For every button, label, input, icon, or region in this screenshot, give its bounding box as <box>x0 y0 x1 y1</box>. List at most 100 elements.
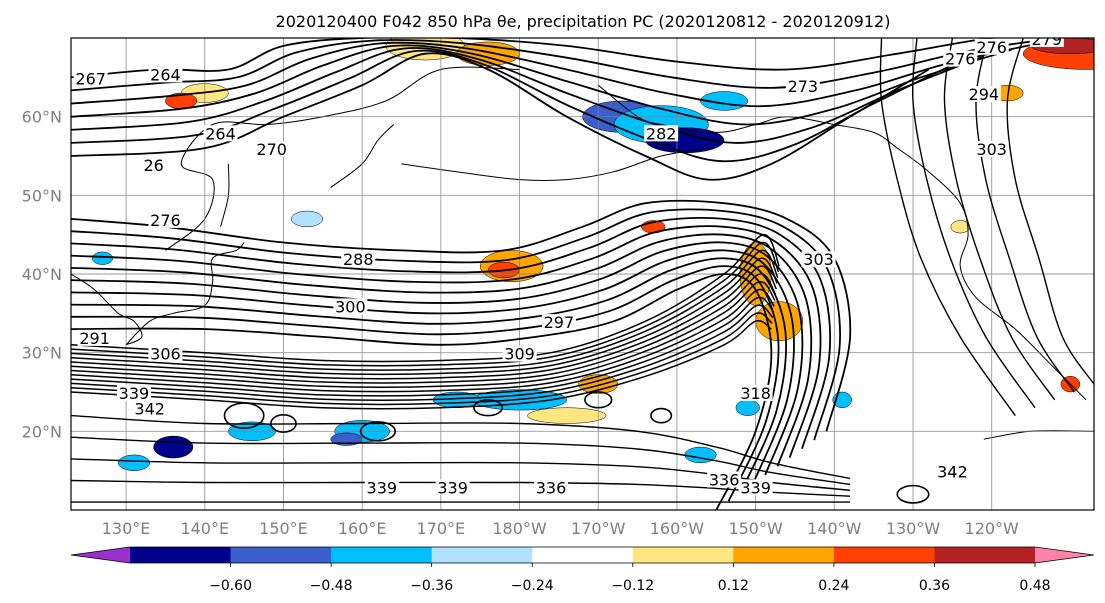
contour-label-bg <box>738 384 773 401</box>
colorbar-tick-label: −0.24 <box>511 578 554 594</box>
x-tick-label: 170°W <box>571 519 626 538</box>
colorbar-segment <box>733 547 835 563</box>
contour-jet <box>71 265 778 380</box>
contour-east <box>879 38 1016 417</box>
colorbar-tick-label: −0.36 <box>410 578 453 594</box>
contour-label: 318 <box>740 384 771 403</box>
contour-label: 267 <box>75 69 106 88</box>
contour-mid <box>71 273 773 510</box>
colorbar-segment <box>130 547 232 563</box>
contour-label: 342 <box>134 400 165 419</box>
contour-north <box>71 41 1040 108</box>
x-tick-label: 140°W <box>807 519 862 538</box>
y-tick-label: 50°N <box>22 186 62 205</box>
contour-label: 342 <box>937 463 968 482</box>
contour-mid <box>71 208 841 441</box>
contour-closed-3 <box>473 399 504 417</box>
contour-jet <box>71 273 777 384</box>
contour-label: 264 <box>205 124 236 143</box>
contour-north <box>71 52 930 181</box>
contour-label-bg <box>935 463 970 480</box>
contour-mid <box>71 249 795 485</box>
contour-label-bg <box>801 251 836 268</box>
contour-label-bg <box>132 400 167 417</box>
contour-mid <box>71 199 852 432</box>
contour-mid <box>71 257 787 493</box>
colorbar-segment <box>331 547 433 563</box>
contour-mid <box>71 216 832 450</box>
colorbar-outline <box>70 546 1095 564</box>
coastline-6 <box>401 147 709 182</box>
colorbar-tick-label: 0.36 <box>919 578 950 594</box>
contour-label: 309 <box>504 345 535 364</box>
contour-label-bg <box>785 78 820 95</box>
contour-label-bg <box>254 141 289 158</box>
contour-label-bg <box>534 479 569 496</box>
colorbar-tick-label: −0.48 <box>310 578 353 594</box>
y-tick-label: 40°N <box>22 265 62 284</box>
colorbar-segment <box>431 547 533 563</box>
colorbar-segment <box>833 547 935 563</box>
x-tick-label: 120°W <box>965 519 1020 538</box>
x-tick-label: 130°E <box>102 519 151 538</box>
contour-label-bg <box>148 345 183 362</box>
coastline-5 <box>597 84 1087 401</box>
gridlines <box>71 38 1094 510</box>
contour-label: 339 <box>437 478 468 497</box>
precip-blob-13 <box>527 407 607 424</box>
contour-label-bg <box>738 479 773 496</box>
contour-label-bg <box>141 156 166 173</box>
y-tick-label: 60°N <box>22 108 62 127</box>
coastline-1 <box>125 242 245 346</box>
contour-label: 273 <box>788 77 819 96</box>
contour-jet <box>71 249 779 371</box>
contour-label-bg <box>943 50 978 67</box>
contour-label: 276 <box>976 38 1007 57</box>
contour-south <box>71 414 851 480</box>
x-tick-label: 130°W <box>886 519 941 538</box>
contour-label-bg <box>502 345 537 362</box>
x-tick-label: 160°W <box>650 519 705 538</box>
colorbar-extend-high <box>1035 547 1094 563</box>
contour-label-bg <box>974 141 1009 158</box>
contour-label-bg <box>341 251 376 268</box>
x-axis-ticks: 130°E 140°E 150°E 160°E 170°E 180°W 170°W 160°W… <box>102 519 1019 538</box>
contour-closed-6 <box>896 484 930 504</box>
contour-label: 264 <box>150 65 181 84</box>
contour-label: 303 <box>976 140 1007 159</box>
contour-jet <box>71 312 773 406</box>
contour-east <box>911 38 1036 409</box>
contour-labels: 267 2642642702627628830029129730930633934… <box>73 38 1064 497</box>
contour-jet <box>71 319 772 410</box>
contour-label-bg <box>364 479 399 496</box>
chart-title: 2020120400 F042 850 hPa θe, precipitatio… <box>276 12 891 31</box>
contour-mid <box>71 225 822 458</box>
contour-label-bg <box>333 298 368 315</box>
y-axis-ticks: 20°N 30°N 40°N 50°N 60°N <box>22 108 62 442</box>
y-tick-label: 20°N <box>22 422 62 441</box>
contour-closed-2 <box>359 421 397 442</box>
contour-mid <box>71 233 813 467</box>
coastline-4 <box>330 124 394 188</box>
contour-label: 336 <box>536 478 567 497</box>
contour-jet <box>71 304 774 401</box>
colorbar-segment <box>934 547 1036 563</box>
contour-north <box>71 44 1012 126</box>
contour-south <box>71 436 851 486</box>
map-frame <box>70 37 1095 511</box>
contour-label: 282 <box>646 124 677 143</box>
contour-jet <box>71 288 775 393</box>
contour-label: 294 <box>969 85 1000 104</box>
contour-closed-0 <box>223 402 265 429</box>
colorbar-segment <box>230 547 332 563</box>
x-tick-label: 180°W <box>492 519 547 538</box>
contour-label: 291 <box>79 329 110 348</box>
contour-label: 339 <box>740 478 771 497</box>
colorbar-tick-label: −0.12 <box>611 578 654 594</box>
y-tick-label: 30°N <box>22 344 62 363</box>
contour-label: 276 <box>150 211 181 230</box>
contour-label: 306 <box>150 345 181 364</box>
contour-north <box>71 49 957 163</box>
contour-label-bg <box>541 314 576 331</box>
